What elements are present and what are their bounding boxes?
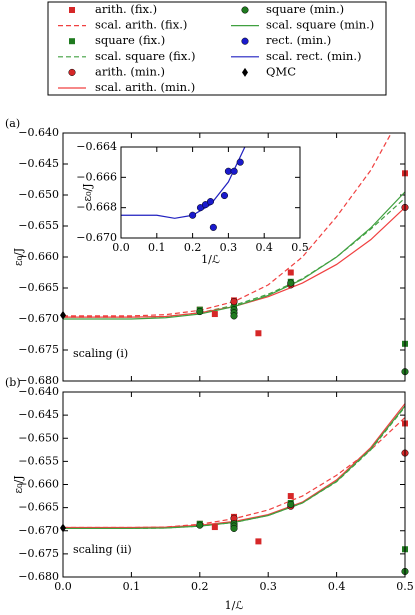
plot-frame xyxy=(62,132,406,382)
y-tick-label: −0.650 xyxy=(18,431,59,444)
legend-circle xyxy=(241,6,249,14)
square-marker xyxy=(211,524,218,531)
legend-label: scal. arith. (min.) xyxy=(95,80,195,94)
legend-circle xyxy=(241,37,249,45)
y-tick-label: −0.655 xyxy=(18,219,59,232)
legend-label: arith. (min.) xyxy=(95,64,165,78)
y-tick-label: −0.670 xyxy=(18,524,59,537)
x-axis-label: 1/ℒ xyxy=(225,599,244,612)
y-tick-label: −0.666 xyxy=(76,170,117,183)
square-marker xyxy=(287,493,294,500)
legend-label: square (fix.) xyxy=(95,33,165,47)
plot-frame xyxy=(120,146,301,239)
y-axis-label: ε₀/J xyxy=(81,183,94,201)
legend-label: scal. square (fix.) xyxy=(95,49,195,63)
legend-marker xyxy=(69,7,75,13)
y-tick-label: −0.675 xyxy=(18,343,59,356)
legend-marker xyxy=(69,38,75,45)
square-marker xyxy=(211,311,218,318)
circle-marker xyxy=(189,211,197,219)
plot-area xyxy=(63,392,405,577)
y-axis-label: ε₀/J xyxy=(12,475,25,493)
annotation: scaling (i) xyxy=(73,347,128,360)
x-tick-label: 0.4 xyxy=(255,241,273,254)
legend-square xyxy=(69,38,75,45)
legend-circle xyxy=(68,68,76,76)
x-tick-label: 0.3 xyxy=(259,580,277,593)
y-tick-label: −0.655 xyxy=(18,454,59,467)
legend-diamond xyxy=(242,67,248,77)
square-marker xyxy=(287,269,294,276)
circle-marker xyxy=(287,279,295,287)
legend-marker xyxy=(68,68,76,76)
y-axis-label: ε₀/J xyxy=(12,248,25,266)
y-tick-label: −0.675 xyxy=(18,547,59,560)
fit-line xyxy=(121,147,246,219)
circle-marker xyxy=(220,191,229,200)
square-marker xyxy=(255,330,262,337)
y-tick-label: −0.650 xyxy=(18,188,59,201)
legend-label: scal. square (min.) xyxy=(266,18,374,32)
x-axis-label: 1/ℒ xyxy=(201,253,220,266)
y-tick-label: −0.640 xyxy=(18,385,59,398)
circle-marker xyxy=(230,298,238,306)
legend-label: arith. (fix.) xyxy=(95,2,157,16)
legend-label: square (min.) xyxy=(266,2,344,16)
x-tick-label: 0.3 xyxy=(220,241,238,254)
y-tick-label: −0.668 xyxy=(76,201,117,214)
x-tick-label: 0.0 xyxy=(112,241,130,254)
circle-marker xyxy=(230,167,238,175)
x-tick-label: 0.5 xyxy=(396,580,414,593)
y-tick-label: −0.664 xyxy=(76,140,117,153)
circle-marker xyxy=(196,521,204,529)
y-tick-label: −0.665 xyxy=(18,501,59,514)
y-tick-label: −0.670 xyxy=(76,231,117,244)
y-tick-label: −0.680 xyxy=(18,570,59,583)
legend-label: scal. arith. (fix.) xyxy=(95,18,187,32)
annotation: scaling (ii) xyxy=(73,543,132,556)
y-tick-label: −0.660 xyxy=(18,250,59,263)
legend-box xyxy=(47,1,387,96)
panel-label: (b) xyxy=(5,376,21,389)
legend-marker xyxy=(242,67,248,77)
circle-marker xyxy=(287,500,295,508)
x-tick-label: 0.1 xyxy=(123,580,141,593)
legend-marker xyxy=(241,37,249,45)
circle-marker xyxy=(206,198,215,206)
legend-marker xyxy=(241,6,249,14)
y-tick-label: −0.680 xyxy=(18,374,59,387)
y-tick-label: −0.640 xyxy=(18,126,59,139)
legend-label: rect. (min.) xyxy=(266,33,331,47)
y-tick-label: −0.670 xyxy=(18,312,59,325)
panel-label: (a) xyxy=(5,117,20,130)
square-marker xyxy=(231,302,237,309)
circle-marker xyxy=(230,312,238,320)
square-marker xyxy=(255,538,262,545)
circle-marker xyxy=(209,223,217,231)
plot-area xyxy=(121,147,300,238)
y-tick-label: −0.645 xyxy=(18,157,59,170)
legend-square xyxy=(69,7,75,13)
y-tick-label: −0.665 xyxy=(18,281,59,294)
circle-marker xyxy=(236,158,244,166)
circle-marker xyxy=(230,524,238,532)
x-tick-label: 0.4 xyxy=(328,580,346,593)
x-tick-label: 0.2 xyxy=(191,580,209,593)
y-tick-label: −0.645 xyxy=(18,408,59,421)
plot-frame xyxy=(62,391,406,578)
x-tick-label: 0.1 xyxy=(148,241,166,254)
series-lines xyxy=(121,147,246,219)
x-tick-label: 0.2 xyxy=(184,241,202,254)
y-tick-label: −0.660 xyxy=(18,478,59,491)
x-tick-label: 0.0 xyxy=(54,580,72,593)
legend-label: scal. rect. (min.) xyxy=(266,49,361,63)
legend-label: QMC xyxy=(266,64,296,78)
legend: arith. (fix.)scal. arith. (fix.)square (… xyxy=(58,2,374,94)
x-tick-label: 0.5 xyxy=(291,241,309,254)
circle-marker xyxy=(196,308,204,316)
